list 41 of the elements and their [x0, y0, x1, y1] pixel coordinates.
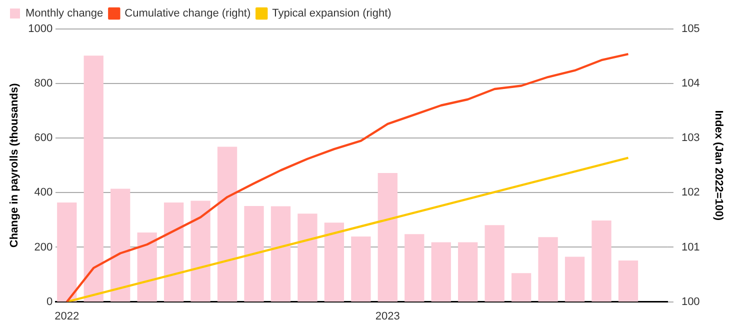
bar [511, 273, 532, 302]
bar [351, 236, 371, 302]
bar [324, 222, 344, 302]
bar [164, 202, 184, 302]
y2-tick-label: 103 [681, 132, 700, 144]
y2-tick-label: 100 [681, 296, 700, 308]
y2-tick-label: 102 [681, 186, 700, 199]
bar [110, 188, 130, 302]
bar [404, 234, 424, 302]
bar [270, 206, 291, 302]
y2-tick-label: 101 [681, 241, 700, 254]
y-tick-label: 1000 [28, 23, 53, 36]
bar [378, 172, 398, 302]
legend-label: Typical expansion (right) [272, 8, 392, 20]
y-tick-label: 600 [34, 132, 53, 144]
bar [137, 232, 157, 302]
y-tick-label: 200 [34, 241, 53, 254]
bar [538, 237, 558, 302]
bar [564, 256, 585, 302]
bar [244, 206, 264, 302]
y-tick-label: 800 [34, 78, 53, 90]
bar [592, 220, 612, 302]
bar [298, 214, 318, 302]
bar [458, 242, 478, 302]
y-axis-title: Change in payrolls (thousands) [8, 82, 21, 248]
bar [190, 200, 210, 302]
legend-label: Monthly change [26, 8, 104, 20]
bar [57, 202, 77, 302]
bar [217, 146, 238, 302]
y-tick-label: 0 [46, 296, 53, 308]
y2-axis-title: Index (Jan 2022=100) [712, 110, 724, 221]
legend-label: Cumulative change (right) [124, 8, 251, 20]
y2-tick-label: 104 [681, 78, 700, 90]
bar [484, 225, 504, 302]
x-tick-label: 2022 [54, 310, 80, 322]
y-tick-label: 400 [34, 186, 53, 199]
bar [84, 56, 104, 302]
y2-tick-label: 105 [681, 23, 700, 36]
x-tick-label: 2023 [375, 310, 400, 322]
bar [618, 260, 638, 302]
bar [431, 242, 451, 302]
